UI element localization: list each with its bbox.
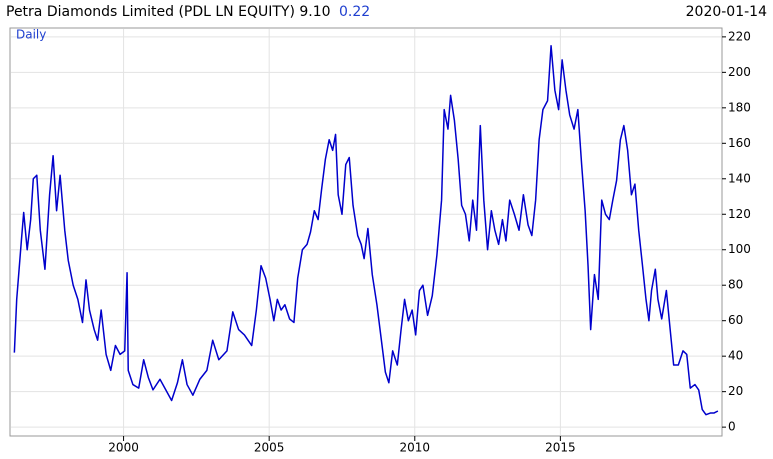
x-tick-label: 2010 [400, 441, 431, 455]
chart-title-line: Petra Diamonds Limited (PDL LN EQUITY) 9… [6, 4, 370, 20]
x-tick-label: 2015 [545, 441, 576, 455]
y-tick-label: 140 [728, 171, 751, 185]
x-tick-label: 2000 [108, 441, 139, 455]
series-label: Daily [16, 28, 46, 42]
y-tick-label: 80 [728, 278, 743, 292]
price-line [13, 44, 719, 416]
y-tick-label: 180 [728, 100, 751, 114]
y-tick-label: 160 [728, 136, 751, 150]
chart-title: Petra Diamonds Limited (PDL LN EQUITY) 9… [6, 4, 331, 20]
chart-date: 2020-01-14 [686, 4, 767, 20]
x-tick-label: 2005 [254, 441, 285, 455]
plot-frame [9, 27, 723, 437]
y-tick-label: 100 [728, 242, 751, 256]
y-tick-label: 0 [728, 420, 736, 434]
y-tick-label: 60 [728, 313, 743, 327]
y-tick-label: 120 [728, 207, 751, 221]
y-tick-label: 40 [728, 349, 743, 363]
y-tick-label: 220 [728, 29, 751, 43]
price-change: 0.22 [339, 4, 370, 20]
y-tick-label: 20 [728, 384, 743, 398]
y-tick-label: 200 [728, 65, 751, 79]
